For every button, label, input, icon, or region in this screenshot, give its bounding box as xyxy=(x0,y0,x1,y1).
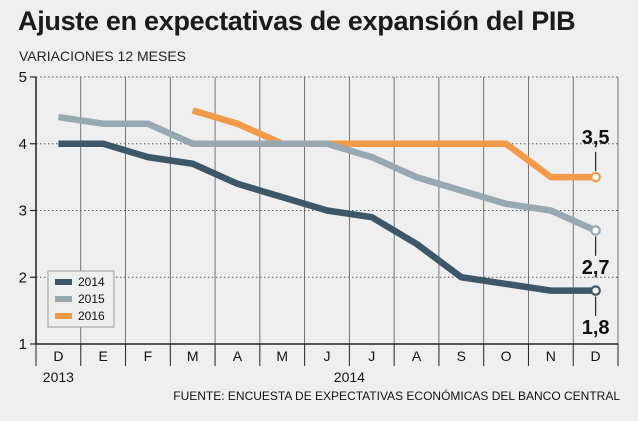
source-note: FUENTE: ENCUESTA DE EXPECTATIVAS ECONÓMI… xyxy=(173,389,620,403)
x-tick-label: D xyxy=(53,348,63,364)
series-end-marker-2016 xyxy=(590,171,601,183)
x-tick-label: F xyxy=(144,348,153,364)
y-tick-label: 5 xyxy=(19,69,27,86)
x-year-label: 2013 xyxy=(43,369,74,385)
y-tick-label: 4 xyxy=(19,136,27,153)
series-line-2015 xyxy=(57,113,597,234)
legend-label-2014: 2014 xyxy=(78,275,105,289)
chart-subtitle: VARIACIONES 12 MESES xyxy=(19,48,187,64)
x-year-label: 2014 xyxy=(334,369,365,385)
legend-swatch-2015 xyxy=(55,296,72,302)
legend-label-2016: 2016 xyxy=(78,309,105,323)
x-tick-label: S xyxy=(457,348,466,364)
end-label-2016: 3,5 xyxy=(582,127,610,149)
series-end-marker-2015 xyxy=(590,225,601,236)
x-tick-label: D xyxy=(591,348,601,364)
x-tick-label: A xyxy=(412,348,422,364)
chart-title: Ajuste en expectativas de expansión del … xyxy=(18,6,576,36)
x-tick-label: M xyxy=(187,348,199,364)
x-tick-label: M xyxy=(276,348,288,364)
x-tick-label: O xyxy=(501,348,512,364)
legend-label-2015: 2015 xyxy=(78,292,105,306)
end-label-2015: 2,7 xyxy=(582,257,610,279)
series-line-2014 xyxy=(58,140,596,294)
x-tick-label: E xyxy=(98,348,107,364)
y-tick-label: 1 xyxy=(19,336,27,353)
y-tick-label: 3 xyxy=(19,203,27,220)
end-label-2014: 1,8 xyxy=(582,317,610,339)
x-tick-label: J xyxy=(324,348,331,364)
series-end-marker-2014 xyxy=(590,285,601,296)
x-tick-label: N xyxy=(546,348,556,364)
x-tick-label: J xyxy=(368,348,375,364)
y-tick-label: 2 xyxy=(19,269,27,286)
legend-swatch-2016 xyxy=(55,313,72,319)
series-line-2016 xyxy=(191,107,596,181)
legend-swatch-2014 xyxy=(55,279,72,285)
x-tick-label: A xyxy=(233,348,243,364)
